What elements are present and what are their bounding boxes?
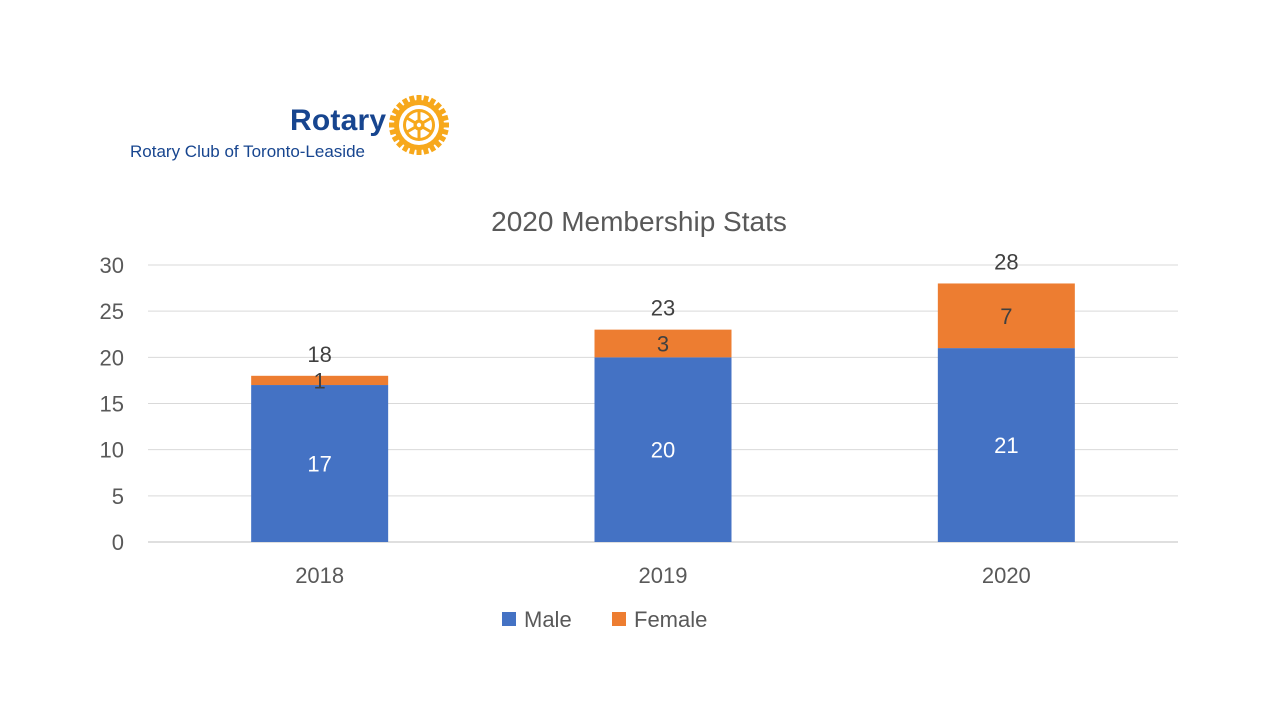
total-label: 28 [994,249,1018,274]
y-tick-label: 20 [100,345,124,370]
data-label: 1 [314,368,326,393]
y-tick-label: 25 [100,299,124,324]
bar-female-2018 [251,375,389,386]
x-tick-label: 2019 [639,563,688,588]
data-label: 7 [1000,304,1012,329]
data-label: 20 [651,438,675,463]
y-tick-label: 30 [100,253,124,278]
y-tick-label: 0 [112,530,124,555]
data-label: 17 [307,452,331,477]
bar-female-2019 [594,329,732,358]
bar-male-2018 [251,385,389,542]
legend-label-female: Female [634,607,707,632]
legend-label-male: Male [524,607,572,632]
bar-male-2019 [594,357,732,542]
bar-male-2020 [937,348,1075,542]
legend-swatch-female [612,612,626,626]
rotary-wheel-icon [389,95,449,155]
chart-title: 2020 Membership Stats [491,206,787,237]
y-tick-label: 5 [112,484,124,509]
data-label: 21 [994,433,1018,458]
data-label: 3 [657,331,669,356]
bar-female-2020 [937,283,1075,349]
legend-swatch-male [502,612,516,626]
total-label: 23 [651,296,675,321]
y-tick-label: 10 [100,438,124,463]
x-tick-label: 2020 [982,563,1031,588]
x-tick-label: 2018 [295,563,344,588]
total-label: 18 [307,342,331,367]
y-tick-label: 15 [100,392,124,417]
logo-wordmark: Rotary [290,104,387,137]
club-name: Rotary Club of Toronto-Leaside [130,142,365,161]
rotary-logo: Rotary Rotary Club of Toronto-Leaside [128,92,458,162]
